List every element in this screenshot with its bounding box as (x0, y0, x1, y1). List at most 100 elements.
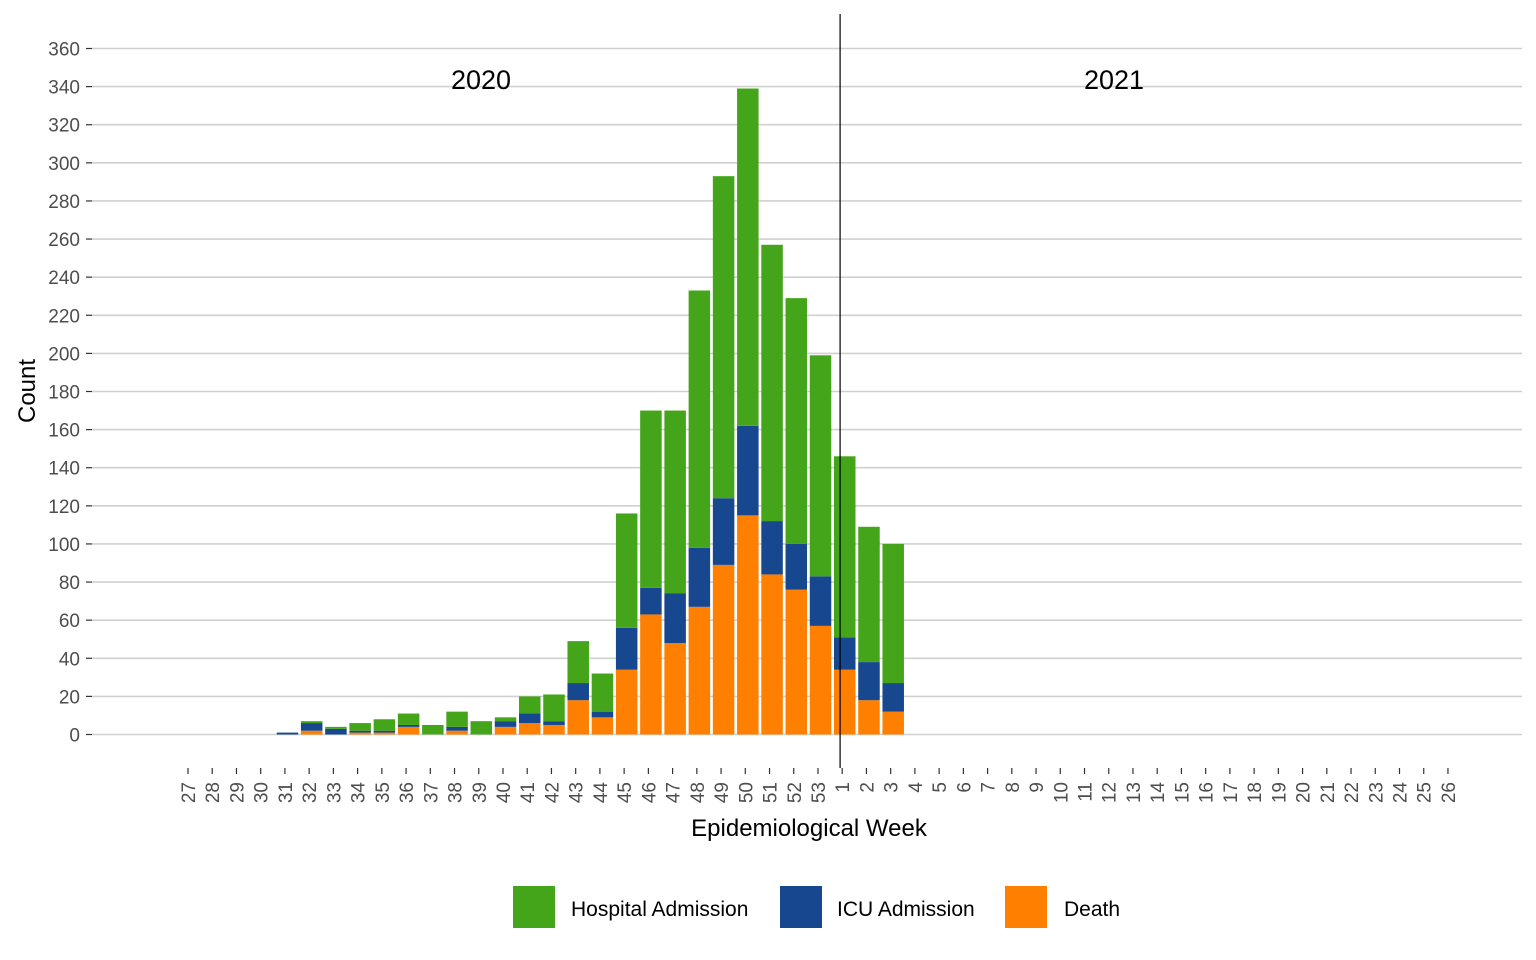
legend: Hospital Admission ICU Admission Death (513, 886, 1120, 928)
y-tick-label: 260 (48, 230, 80, 251)
x-tick-label: 52 (785, 782, 806, 803)
bar-hospital-admission-week-51 (809, 355, 832, 577)
bar-icu-admission-week-44 (640, 587, 662, 615)
y-tick-label: 0 (69, 726, 80, 747)
x-tick-label: 41 (518, 782, 539, 803)
bar-hospital-admission-week-45 (664, 410, 686, 594)
bar-death-week-43 (615, 669, 638, 735)
x-tick-label: 19 (1269, 782, 1290, 803)
x-tick-label: 24 (1391, 782, 1412, 804)
bar-icu-admission-week-31 (325, 728, 347, 735)
bar-death-week-36 (446, 730, 468, 735)
legend-label-hospital-admission: Hospital Admission (571, 898, 748, 921)
bar-death-week-32 (349, 732, 371, 735)
y-axis-ticks: 0 20 40 60 80 100 120 140 160 180 200 220 240 260 280 3… (48, 40, 92, 747)
bar-hospital-admission-week-37 (470, 721, 493, 735)
y-tick-label: 140 (48, 459, 80, 480)
y-tick-label: 120 (48, 497, 80, 518)
x-tick-label: 23 (1366, 782, 1387, 803)
x-tick-label: 11 (1076, 782, 1097, 802)
x-tick-label: 20 (1294, 782, 1315, 803)
bar-death-week-40 (543, 724, 565, 735)
bar-death-week-1 (882, 711, 904, 735)
bar-hospital-admission-week-34 (397, 713, 420, 725)
x-tick-label: 29 (227, 782, 248, 803)
x-tick-label: 32 (300, 782, 321, 803)
gridlines (92, 47, 1522, 736)
x-tick-label: 13 (1124, 782, 1145, 803)
bar-icu-admission-week-36 (446, 726, 468, 731)
x-tick-label: 44 (591, 782, 612, 804)
bar-hospital-admission-week-52 (834, 456, 856, 638)
y-tick-label: 160 (48, 421, 80, 442)
x-tick-label: 18 (1245, 782, 1266, 803)
bar-hospital-admission-week-33 (373, 719, 396, 731)
bar-hospital-admission-week-31 (325, 726, 347, 729)
bar-death-week-39 (519, 723, 541, 735)
x-tick-label: 39 (470, 782, 491, 803)
y-tick-label: 220 (48, 306, 80, 327)
x-tick-label: 17 (1221, 782, 1242, 803)
bar-icu-admission-week-42 (591, 711, 614, 718)
bar-death-week-38 (494, 726, 517, 735)
y-tick-label: 360 (48, 40, 80, 61)
bar-death-week-50 (785, 589, 808, 735)
bar-death-week-42 (591, 717, 614, 735)
bar-hospital-admission-week-47 (712, 176, 735, 499)
bar-hospital-admission-week-40 (543, 694, 565, 722)
legend-label-icu-admission: ICU Admission (837, 898, 975, 921)
x-axis-ticks: 27 28 29 30 31 32 33 34 35 36 37 38 39 40 41 42 43 44 45 46… (179, 768, 1460, 803)
y-tick-label: 80 (59, 573, 80, 594)
x-tick-label: 35 (373, 782, 394, 803)
x-tick-label: 7 (979, 782, 1000, 793)
bar-hospital-admission-week-41 (567, 641, 589, 684)
bar-death-week-45 (664, 643, 686, 735)
year-label-2020: 2020 (451, 65, 511, 95)
bar-death-week-46 (688, 606, 711, 735)
bar-icu-admission-week-39 (519, 713, 541, 724)
x-tick-label: 4 (906, 782, 927, 793)
bar-hospital-admission-week-49 (761, 244, 783, 522)
x-tick-label: 1 (833, 782, 854, 793)
y-tick-label: 340 (48, 78, 80, 99)
bar-death-week-49 (761, 574, 783, 735)
x-tick-label: 38 (446, 782, 467, 803)
x-tick-label: 2 (857, 782, 878, 793)
y-tick-label: 40 (59, 649, 80, 670)
legend-swatch-death (1005, 886, 1047, 928)
bar-hospital-admission-week-30 (300, 721, 323, 724)
x-tick-label: 53 (809, 782, 830, 803)
x-tick-label: 5 (930, 782, 951, 793)
x-tick-label: 9 (1027, 782, 1048, 793)
bar-death-week-30 (300, 730, 323, 735)
bar-icu-admission-week-43 (615, 627, 638, 670)
bar-icu-admission-week-1 (882, 683, 904, 712)
x-tick-label: 37 (421, 782, 442, 803)
bar-hospital-admission-week-48 (737, 88, 759, 426)
bar-death-week-41 (567, 700, 589, 735)
bar-hospital-admission-week-50 (785, 298, 808, 544)
x-tick-label: 14 (1148, 782, 1169, 804)
bar-icu-admission-week-45 (664, 593, 686, 644)
bar-death-week-33 (373, 732, 396, 735)
bar-icu-admission-week-30 (300, 723, 323, 731)
x-tick-label: 47 (664, 782, 685, 803)
x-tick-label: 43 (567, 782, 588, 803)
bar-icu-admission-week-46 (688, 547, 711, 607)
bar-icu-admission-week-33 (373, 730, 396, 733)
x-tick-label: 49 (712, 782, 733, 803)
x-tick-label: 33 (324, 782, 345, 803)
bar-hospital-admission-week-38 (494, 717, 517, 722)
bar-hospital-admission-week-39 (519, 696, 541, 714)
bar-icu-admission-week-49 (761, 521, 783, 575)
bar-icu-admission-week-40 (543, 721, 565, 725)
x-tick-label: 34 (349, 782, 370, 804)
x-tick-label: 27 (179, 782, 200, 803)
bar-hospital-admission-week-44 (640, 410, 662, 588)
x-tick-label: 8 (1003, 782, 1024, 793)
x-tick-label: 51 (761, 782, 782, 803)
x-tick-label: 30 (252, 782, 273, 803)
bar-hospital-admission-week-36 (446, 711, 468, 727)
bar-icu-admission-week-48 (737, 425, 759, 516)
x-tick-label: 48 (688, 782, 709, 803)
